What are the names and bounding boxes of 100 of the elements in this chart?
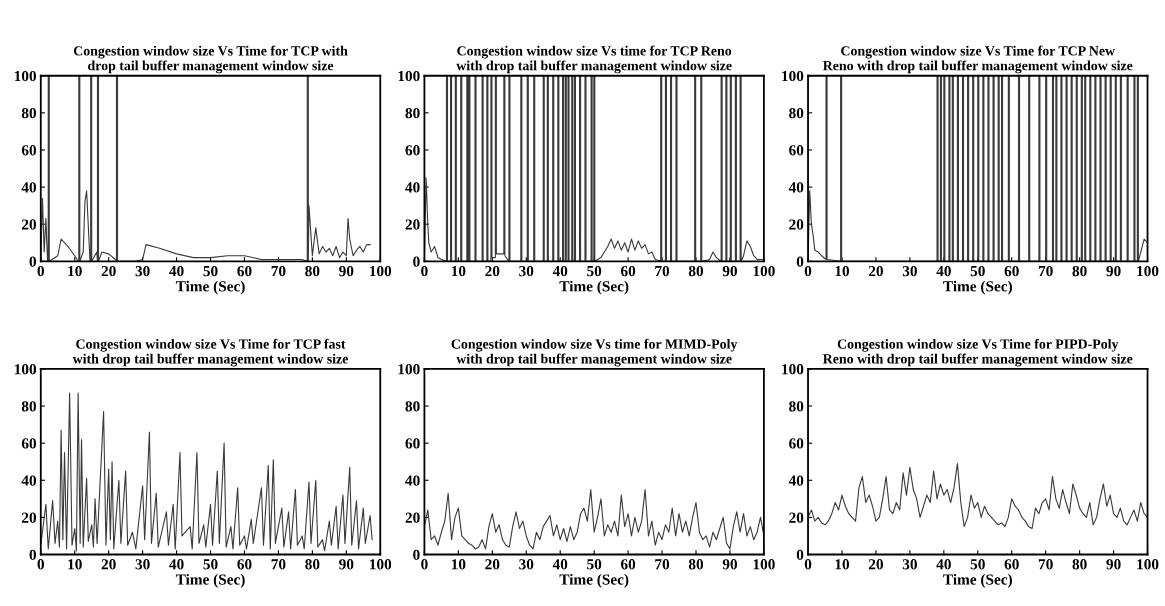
- x-tick-label: 30: [902, 265, 917, 277]
- line-series: [808, 75, 1148, 262]
- y-tick-label: 20: [789, 219, 804, 230]
- x-tick-label: 10: [835, 559, 850, 570]
- y-tick-label: 20: [21, 512, 37, 523]
- x-tick-label: 50: [970, 559, 985, 570]
- chart-title: Congestion window size Vs Time for TCP fast with drop tail buffer management window size: [72, 338, 349, 367]
- x-tick-label: 60: [1004, 265, 1019, 277]
- x-tick-label: 10: [451, 559, 466, 570]
- x-tick-label: 100: [753, 559, 775, 570]
- chart-title: Congestion window size Vs time for TCP Reno with drop tail buffer management window size: [456, 45, 732, 74]
- x-tick-label: 100: [370, 559, 392, 570]
- x-tick-label: 40: [936, 559, 951, 570]
- x-tick-label: 50: [587, 559, 602, 570]
- y-tick-label: 60: [405, 145, 420, 156]
- x-tick-label: 70: [1038, 559, 1053, 570]
- y-tick-label: 40: [788, 475, 804, 486]
- x-tick-label: 40: [169, 559, 184, 570]
- x-tick-label: 60: [620, 265, 636, 277]
- x-tick-label: 20: [485, 265, 500, 277]
- x-tick-label: 10: [68, 559, 82, 570]
- x-tick-label: 60: [237, 265, 252, 277]
- y-tick-label: 20: [789, 512, 804, 523]
- x-tick-label: 100: [753, 265, 775, 277]
- x-tick-label: 40: [169, 265, 184, 277]
- x-tick-label: 80: [688, 265, 704, 277]
- y-tick-label: 100: [782, 364, 804, 375]
- y-tick-label: 100: [782, 70, 804, 82]
- x-tick-label: 40: [936, 265, 951, 277]
- x-tick-label: 20: [868, 265, 883, 277]
- x-tick-label: 30: [902, 559, 917, 570]
- x-tick-label: 30: [135, 265, 150, 277]
- x-axis-title: Time (Sec): [175, 573, 245, 588]
- y-tick-label: 0: [796, 549, 804, 560]
- x-tick-label: 10: [68, 265, 82, 277]
- x-tick-label: 80: [305, 559, 320, 570]
- chart-title: Congestion window size Vs Time for TCP with drop tail buffer management window size: [73, 45, 348, 74]
- x-tick-label: 70: [271, 265, 286, 277]
- y-tick-label: 80: [405, 108, 420, 119]
- x-tick-label: 50: [587, 265, 602, 277]
- x-axis-title: Time (Sec): [943, 573, 1012, 588]
- x-axis-title: Time (Sec): [943, 280, 1012, 295]
- chart-title: Congestion window size Vs time for MIMD-Poly with drop tail buffer management window size: [451, 338, 738, 367]
- chart-title: Congestion window size Vs Time for PIPD-Poly Reno with drop tail buffer management window size: [822, 338, 1133, 367]
- x-tick-label: 60: [237, 559, 252, 570]
- x-tick-label: 80: [1072, 265, 1087, 277]
- y-tick-label: 0: [796, 256, 804, 267]
- x-tick-label: 20: [101, 559, 116, 570]
- y-tick-label: 100: [14, 70, 37, 82]
- x-tick-label: 10: [835, 265, 850, 277]
- x-tick-label: 90: [722, 559, 737, 570]
- y-tick-label: 100: [398, 70, 420, 82]
- x-tick-label: 10: [451, 265, 466, 277]
- y-tick-label: 80: [789, 401, 804, 412]
- x-tick-label: 30: [135, 559, 150, 570]
- line-series: [808, 463, 1148, 530]
- chart-title: Congestion window size Vs Time for TCP New Reno with drop tail buffer management window size: [822, 45, 1133, 74]
- y-tick-label: 40: [405, 182, 420, 193]
- x-tick-label: 70: [655, 265, 670, 277]
- y-tick-label: 60: [405, 438, 420, 449]
- y-tick-label: 40: [21, 182, 37, 193]
- y-tick-label: 80: [21, 401, 37, 412]
- x-tick-label: 100: [370, 265, 392, 277]
- y-tick-label: 20: [405, 512, 420, 523]
- y-tick-label: 60: [21, 438, 37, 449]
- y-tick-label: 100: [398, 364, 420, 375]
- x-tick-label: 70: [655, 559, 670, 570]
- x-tick-label: 90: [339, 559, 354, 570]
- line-series: [424, 488, 764, 550]
- x-tick-label: 30: [519, 559, 534, 570]
- y-tick-label: 40: [405, 475, 420, 486]
- x-tick-label: 0: [37, 559, 45, 570]
- x-tick-label: 20: [101, 265, 116, 277]
- x-tick-label: 60: [620, 559, 636, 570]
- x-tick-label: 100: [1137, 265, 1159, 277]
- y-tick-label: 80: [789, 108, 804, 119]
- x-tick-label: 40: [552, 265, 568, 277]
- x-tick-label: 70: [1038, 265, 1053, 277]
- x-tick-label: 90: [722, 265, 737, 277]
- y-tick-label: 0: [413, 549, 420, 560]
- y-tick-label: 100: [14, 364, 37, 375]
- x-tick-label: 0: [421, 265, 428, 277]
- y-tick-label: 0: [413, 256, 420, 267]
- x-tick-label: 90: [1106, 559, 1121, 570]
- x-tick-label: 50: [203, 265, 218, 277]
- x-tick-label: 90: [1106, 265, 1121, 277]
- x-axis-title: Time (Sec): [175, 280, 245, 295]
- y-tick-label: 40: [21, 475, 37, 486]
- x-tick-label: 20: [868, 559, 883, 570]
- x-tick-label: 0: [804, 559, 812, 570]
- x-axis-title: Time (Sec): [559, 280, 629, 295]
- x-tick-label: 80: [305, 265, 320, 277]
- x-tick-label: 20: [485, 559, 500, 570]
- x-tick-label: 50: [970, 265, 985, 277]
- y-tick-label: 0: [29, 256, 37, 267]
- line-series: [424, 75, 764, 262]
- y-tick-label: 60: [789, 438, 804, 449]
- y-tick-label: 0: [29, 549, 37, 560]
- x-tick-label: 100: [1137, 559, 1159, 570]
- y-tick-label: 80: [405, 401, 420, 412]
